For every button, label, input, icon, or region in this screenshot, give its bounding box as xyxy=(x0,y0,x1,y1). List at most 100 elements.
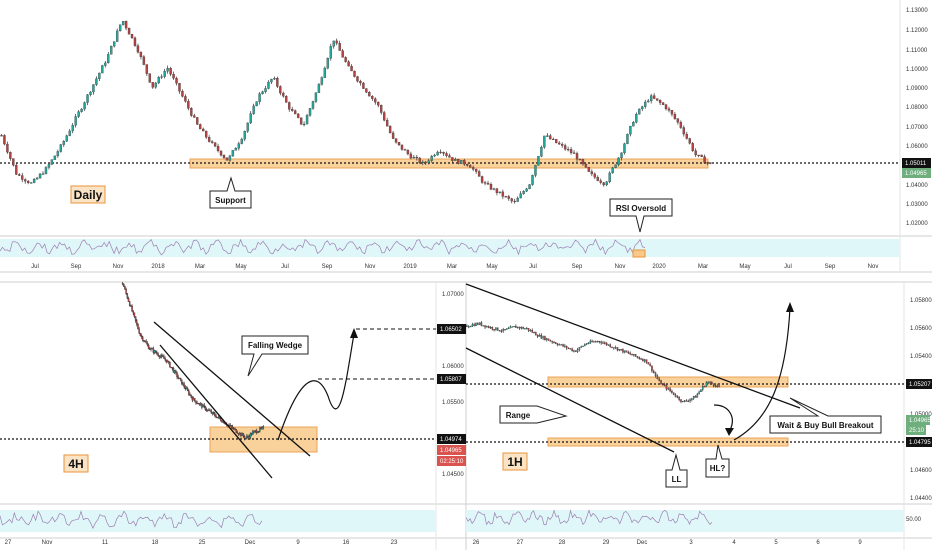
candle-body xyxy=(542,336,544,339)
candle-body xyxy=(143,340,145,342)
candle-body xyxy=(688,138,691,144)
hl-label: HL? xyxy=(710,464,726,473)
x-tick-label: Nov xyxy=(365,264,376,270)
candle-body xyxy=(685,400,688,402)
candle-body xyxy=(691,398,693,400)
candle-body xyxy=(157,77,160,84)
candle-body xyxy=(547,338,550,341)
candle-body xyxy=(632,122,635,127)
candle-body xyxy=(162,355,164,357)
candle-body xyxy=(602,342,604,344)
candle-body xyxy=(104,62,107,66)
candle-body xyxy=(158,355,161,358)
candle-body xyxy=(166,360,169,363)
candle-body xyxy=(394,138,398,143)
candle-body xyxy=(712,383,715,386)
candle-body xyxy=(519,193,522,199)
candle-body xyxy=(253,430,255,433)
candle-body xyxy=(133,312,136,317)
x-tick-label: Nov xyxy=(113,264,124,270)
y-tick-label: 1.05600 xyxy=(910,326,932,332)
candle-body xyxy=(365,88,368,93)
candle-body xyxy=(335,40,338,44)
candle-body xyxy=(276,78,279,87)
x-tick-label: Dec xyxy=(245,540,256,546)
candle-body xyxy=(562,344,564,347)
candle-body xyxy=(531,330,534,333)
candle-body xyxy=(218,416,221,419)
candle-body xyxy=(482,325,485,327)
candle-body xyxy=(448,155,451,158)
ll-callout: LL xyxy=(665,453,688,488)
candle-body xyxy=(41,173,45,175)
candle-body xyxy=(669,388,671,392)
y-tick-label: 1.07000 xyxy=(442,292,464,298)
candle-body xyxy=(233,428,235,430)
candle-body xyxy=(353,70,356,77)
candle-body xyxy=(115,30,119,42)
y-tick-label: 1.03000 xyxy=(906,202,928,208)
candle-body xyxy=(694,396,697,398)
candle-body xyxy=(229,425,232,427)
candle-body xyxy=(553,342,555,344)
candle-body xyxy=(177,376,179,379)
price-tag xyxy=(902,158,931,168)
candle-body xyxy=(188,390,190,395)
candle-body xyxy=(222,421,224,423)
candle-body xyxy=(674,394,677,397)
candle-body xyxy=(240,432,242,436)
candle-body xyxy=(371,95,374,99)
candle-body xyxy=(671,390,673,393)
candle-body xyxy=(617,157,620,165)
candle-body xyxy=(522,327,524,329)
candle-body xyxy=(701,386,704,390)
candle-body xyxy=(173,370,176,373)
candle-body xyxy=(524,328,526,330)
candle-body xyxy=(544,336,546,341)
h1-projection-path xyxy=(733,307,791,441)
candle-body xyxy=(140,335,143,337)
candle-body xyxy=(718,385,720,387)
candle-body xyxy=(522,191,525,194)
candle-body xyxy=(691,143,694,151)
price-tag-text: 1.05207 xyxy=(909,382,931,388)
candle-body xyxy=(166,68,169,72)
candle-body xyxy=(350,65,353,72)
x-tick-label: 27 xyxy=(5,540,12,546)
candle-body xyxy=(477,323,479,325)
candle-body xyxy=(467,326,470,328)
rsi-level-label: 50.00 xyxy=(906,517,922,523)
h1-resistance-zone xyxy=(547,376,789,388)
price-tag xyxy=(437,434,466,444)
candle-body xyxy=(406,150,410,155)
candle-body xyxy=(638,108,641,115)
candle-body xyxy=(613,347,615,349)
candle-body xyxy=(596,177,599,181)
candle-body xyxy=(145,341,148,344)
candle-body xyxy=(687,400,690,402)
candle-body xyxy=(237,143,241,149)
candle-body xyxy=(6,143,9,153)
candle-body xyxy=(507,327,510,330)
candle-body xyxy=(614,164,617,168)
candle-body xyxy=(640,358,642,360)
candle-body xyxy=(246,436,248,439)
candle-body xyxy=(302,123,306,126)
candle-body xyxy=(527,328,530,331)
x-tick-label: Mar xyxy=(195,264,205,270)
candle-body xyxy=(199,403,202,405)
y-tick-label: 1.05800 xyxy=(910,298,932,304)
daily-title: Daily xyxy=(74,188,103,202)
x-tick-label: 4 xyxy=(732,540,736,546)
candle-body xyxy=(237,433,240,435)
candle-body xyxy=(460,160,463,164)
candle-body xyxy=(474,169,478,172)
price-tag-text: 1.06502 xyxy=(440,327,462,333)
candle-body xyxy=(359,80,362,84)
candle-body xyxy=(257,430,260,433)
candle-body xyxy=(573,350,575,352)
candle-body xyxy=(230,425,233,428)
candle-body xyxy=(175,370,177,373)
candle-body xyxy=(147,344,150,350)
candle-body xyxy=(214,413,216,417)
